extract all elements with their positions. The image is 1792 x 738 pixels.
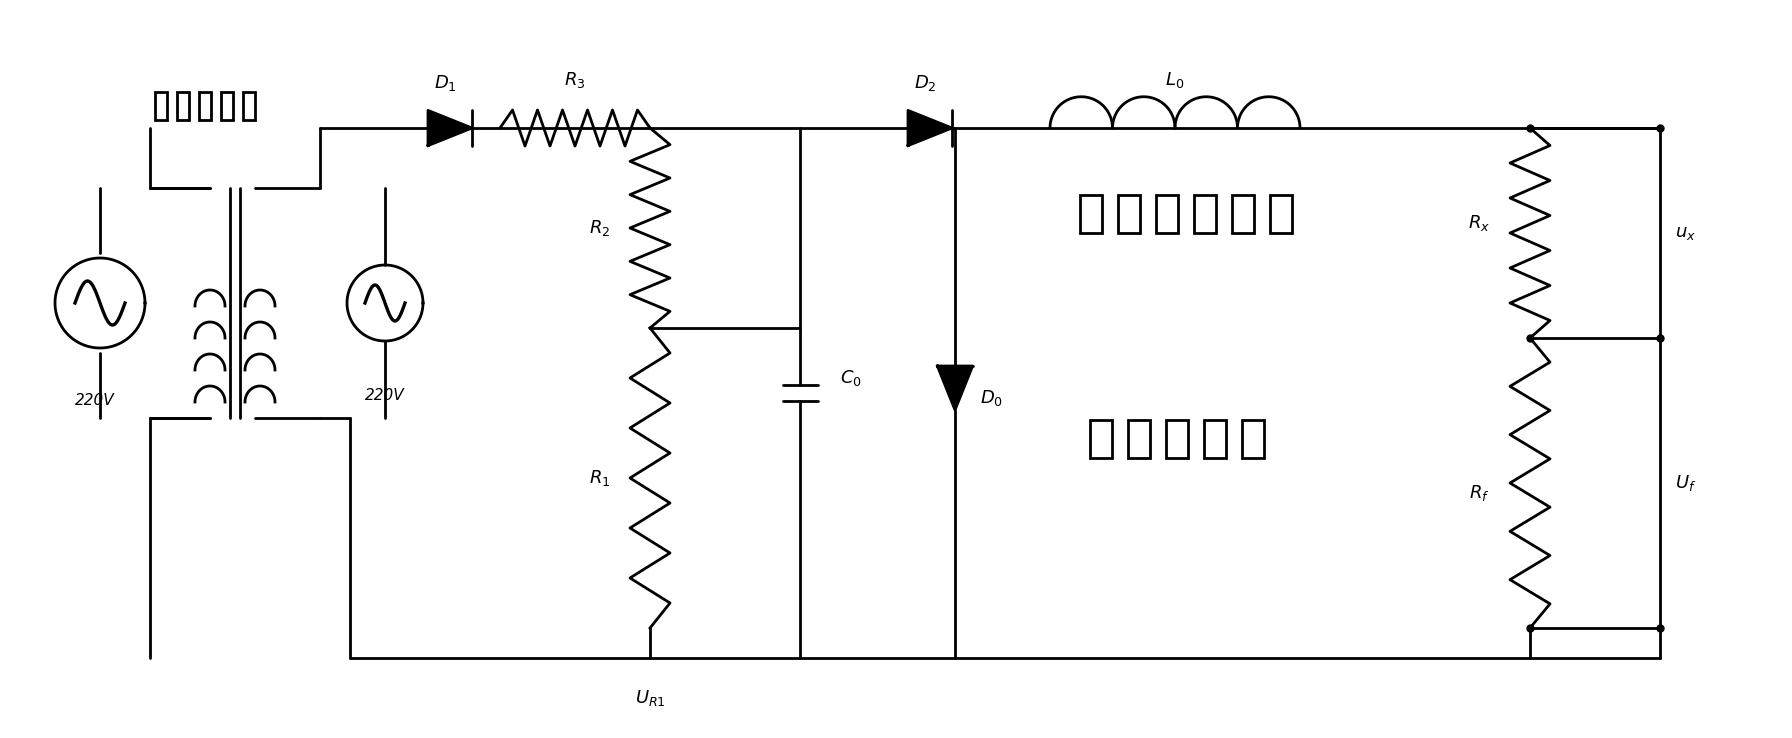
- Text: $D_0$: $D_0$: [980, 388, 1004, 408]
- Text: $R_1$: $R_1$: [590, 468, 611, 488]
- Text: $D_1$: $D_1$: [434, 73, 457, 93]
- Text: $D_2$: $D_2$: [914, 73, 935, 93]
- Text: $R_f$: $R_f$: [1469, 483, 1489, 503]
- Bar: [1081, 195, 1102, 233]
- Text: $L_0$: $L_0$: [1165, 70, 1185, 90]
- Bar: [1193, 195, 1217, 233]
- Bar: [177, 92, 188, 120]
- Bar: [1242, 420, 1263, 458]
- Bar: [1167, 420, 1188, 458]
- Text: $U_f$: $U_f$: [1676, 473, 1697, 493]
- Polygon shape: [909, 111, 952, 145]
- Text: 220V: 220V: [75, 393, 115, 408]
- Bar: [1090, 420, 1113, 458]
- Bar: [199, 92, 211, 120]
- Text: $u_x$: $u_x$: [1676, 224, 1695, 242]
- Text: $U_{R1}$: $U_{R1}$: [634, 688, 665, 708]
- Bar: [154, 92, 167, 120]
- Bar: [244, 92, 254, 120]
- Text: $R_2$: $R_2$: [590, 218, 611, 238]
- Text: $C_0$: $C_0$: [840, 368, 862, 388]
- Bar: [1156, 195, 1177, 233]
- Bar: [1127, 420, 1150, 458]
- Text: $R_3$: $R_3$: [564, 70, 586, 90]
- Bar: [1233, 195, 1254, 233]
- Text: 220V: 220V: [366, 388, 405, 403]
- Bar: [1118, 195, 1140, 233]
- Bar: [1204, 420, 1226, 458]
- Polygon shape: [428, 111, 471, 145]
- Bar: [1271, 195, 1292, 233]
- Text: $R_x$: $R_x$: [1468, 213, 1489, 233]
- Polygon shape: [937, 366, 973, 410]
- Bar: [220, 92, 233, 120]
